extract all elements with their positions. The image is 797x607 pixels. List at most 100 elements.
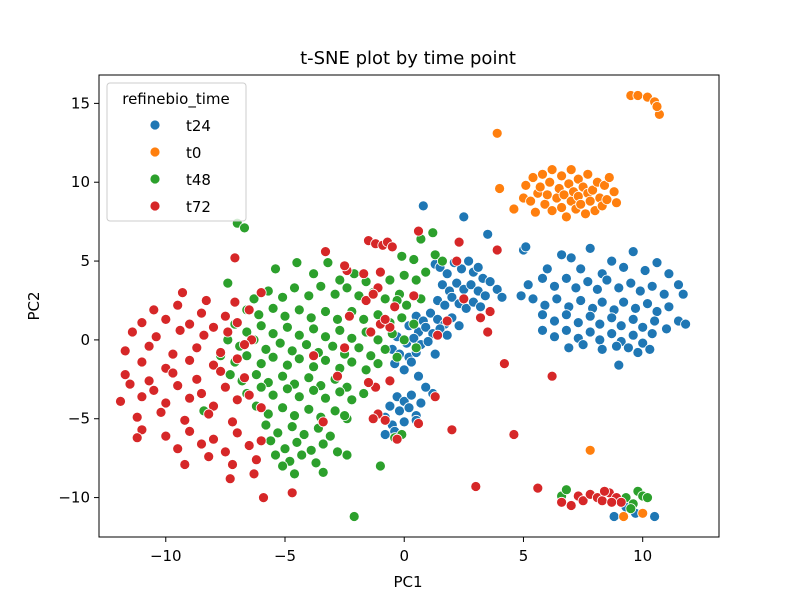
point-t48-56 [320, 331, 331, 343]
point-t72-41 [215, 347, 227, 358]
point-t48-26 [315, 280, 327, 292]
point-t48-146 [561, 484, 572, 496]
point-t0-16 [537, 168, 548, 180]
point-t0-49 [608, 186, 620, 198]
point-t0-30 [565, 164, 577, 176]
point-t24-12 [472, 261, 484, 273]
point-t24-94 [601, 274, 613, 286]
point-t48-97 [303, 372, 315, 384]
point-t0-21 [546, 164, 558, 176]
point-t48-10 [420, 266, 432, 278]
point-t24-148 [608, 511, 620, 522]
plot-frame [98, 74, 720, 538]
point-t48-114 [289, 410, 300, 422]
point-t72-98 [367, 288, 379, 300]
point-t72-65 [255, 402, 267, 414]
point-t72-64 [231, 394, 243, 406]
point-t72-58 [219, 381, 231, 393]
points-layer [115, 90, 691, 522]
legend-label-t72: t72 [186, 198, 211, 216]
point-t72-45 [184, 354, 196, 366]
point-t72-22 [172, 299, 184, 311]
point-t72-60 [136, 391, 148, 403]
point-t24-121 [606, 312, 618, 324]
point-t48-23 [277, 291, 289, 303]
point-t48-131 [270, 449, 281, 461]
point-t48-52 [267, 328, 279, 340]
point-t24-62 [405, 389, 417, 401]
point-t48-31 [379, 293, 391, 305]
point-t0-15 [534, 181, 546, 193]
point-t72-99 [389, 301, 401, 313]
point-t48-151 [642, 492, 653, 504]
point-t48-67 [260, 343, 272, 355]
point-t0-25 [556, 170, 567, 182]
point-t24-22 [491, 283, 503, 295]
point-t24-122 [615, 320, 627, 332]
point-t24-128 [680, 318, 691, 330]
point-t0-0 [491, 127, 503, 139]
point-t72-67 [131, 411, 143, 423]
point-t72-56 [172, 380, 184, 392]
point-t48-19 [384, 274, 396, 286]
point-t24-77 [575, 263, 587, 275]
point-t24-104 [551, 293, 563, 305]
point-t24-80 [606, 255, 618, 267]
point-t0-33 [572, 173, 584, 185]
point-t72-87 [224, 473, 236, 485]
point-t48-107 [320, 392, 331, 404]
point-t48-115 [303, 403, 315, 415]
point-t72-7 [320, 246, 331, 258]
point-t72-21 [148, 304, 160, 316]
point-t24-98 [646, 280, 658, 292]
point-t24-14 [436, 279, 448, 291]
legend: refinebio_time t24 t0 t48 t72 [106, 82, 247, 222]
point-t72-74 [184, 425, 196, 437]
point-t24-111 [630, 302, 641, 314]
point-t72-123 [546, 370, 558, 382]
point-t72-78 [131, 432, 143, 444]
point-t48-104 [281, 383, 293, 395]
point-t48-7 [436, 255, 448, 267]
point-t48-106 [308, 384, 320, 396]
point-t72-57 [196, 388, 207, 399]
point-t24-25 [439, 299, 451, 311]
point-t72-46 [208, 359, 219, 371]
point-t72-47 [231, 353, 243, 365]
point-t72-133 [615, 496, 627, 508]
point-t24-137 [627, 329, 639, 341]
point-t24-114 [663, 301, 675, 313]
point-t24-59 [420, 381, 432, 393]
point-t24-123 [627, 313, 639, 325]
point-t72-71 [227, 416, 238, 428]
point-t24-110 [618, 296, 629, 308]
point-t72-17 [177, 287, 188, 299]
x-axis-label: PC1 [393, 573, 422, 591]
point-t72-39 [167, 348, 179, 360]
y-tick-label: 5 [80, 252, 90, 270]
point-t48-37 [267, 302, 279, 314]
point-t0-10 [520, 179, 532, 191]
point-t48-121 [286, 421, 298, 433]
point-t48-69 [286, 345, 298, 357]
point-t48-141 [339, 410, 351, 422]
point-t48-109 [346, 394, 358, 406]
point-t24-91 [570, 282, 582, 294]
point-t48-76 [379, 343, 391, 355]
point-t48-63 [410, 342, 422, 354]
point-t48-85 [308, 361, 320, 373]
point-t24-142 [596, 343, 608, 355]
point-t24-16 [451, 277, 463, 289]
series-t72 [115, 225, 627, 511]
point-t48-8 [398, 269, 410, 281]
point-t24-4 [520, 241, 532, 253]
point-t72-26 [136, 317, 148, 329]
point-t0-48 [603, 172, 615, 183]
point-t72-75 [208, 433, 219, 445]
point-t0-19 [544, 176, 556, 188]
point-t24-53 [429, 348, 441, 360]
point-t24-10 [463, 255, 475, 267]
point-t48-82 [267, 351, 279, 363]
point-t24-101 [515, 290, 527, 302]
point-t24-43 [441, 329, 453, 341]
